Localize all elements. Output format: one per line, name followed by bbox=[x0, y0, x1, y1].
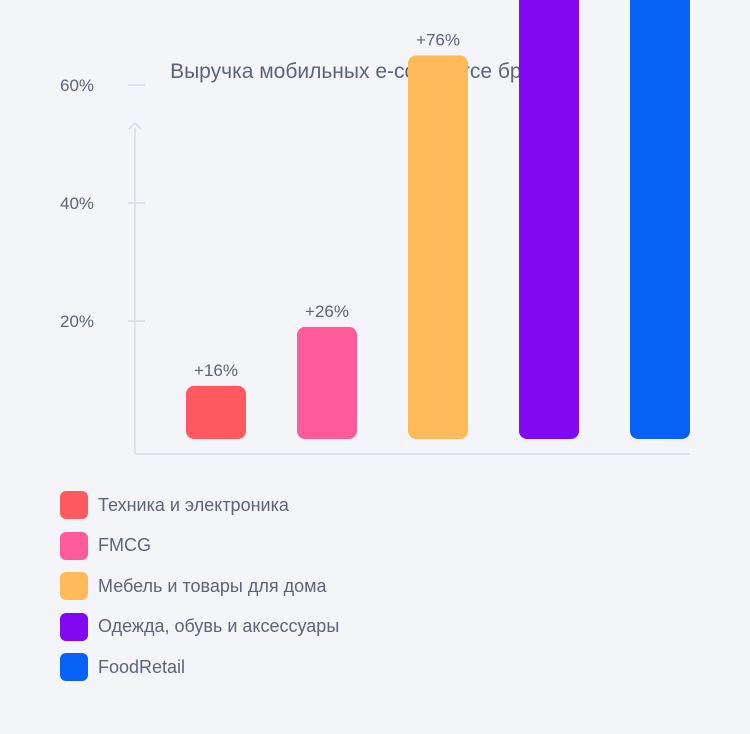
bar bbox=[630, 0, 690, 439]
legend-swatch bbox=[60, 653, 88, 682]
legend-item: Одежда, обувь и аксессуары bbox=[60, 607, 339, 648]
legend-swatch bbox=[60, 491, 88, 520]
chart-title: Выручка мобильных e-commerce брендов bbox=[170, 60, 580, 83]
data-label: +16% bbox=[194, 361, 238, 380]
legend-swatch bbox=[60, 531, 88, 560]
legend-label: FoodRetail bbox=[98, 656, 186, 677]
y-tick-label: 40% bbox=[60, 194, 94, 213]
legend-swatch bbox=[60, 612, 88, 641]
data-label: +26% bbox=[305, 302, 349, 321]
legend-swatch bbox=[60, 572, 88, 601]
legend-label: FMCG bbox=[98, 535, 151, 556]
legend-label: Одежда, обувь и аксессуары bbox=[98, 616, 340, 637]
legend: Техника и электроника FMCG Мебель и товары… bbox=[60, 485, 339, 688]
legend-item: FMCG bbox=[60, 526, 339, 567]
legend-label: Техника и электроника bbox=[98, 494, 289, 515]
legend-item: Мебель и товары для дома bbox=[60, 566, 339, 607]
bar bbox=[408, 55, 468, 439]
data-label: +76% bbox=[416, 31, 460, 50]
y-tick-label: 20% bbox=[60, 312, 94, 331]
legend-item: Техника и электроника bbox=[60, 485, 339, 526]
bar bbox=[297, 326, 357, 439]
y-axis-arrow bbox=[128, 121, 142, 130]
bar-chart: 20%40%60%80%100%+16%+26%+76%+80%+86% bbox=[60, 0, 690, 455]
legend-label: Мебель и товары для дома bbox=[98, 575, 327, 596]
legend-item: FoodRetail bbox=[60, 647, 339, 688]
bar bbox=[519, 0, 579, 439]
bar bbox=[186, 385, 246, 439]
y-tick-label: 60% bbox=[60, 76, 94, 95]
